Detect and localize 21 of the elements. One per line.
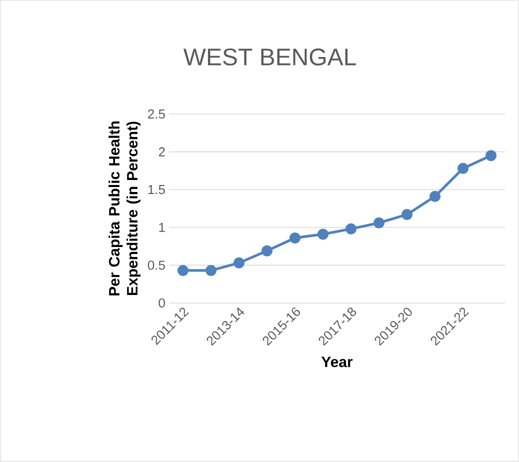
point [234, 257, 244, 268]
point [402, 209, 412, 220]
point [318, 228, 328, 240]
y-tick-label: 0 [158, 298, 165, 308]
y-tick-label: 2.5 [148, 109, 165, 119]
point [346, 223, 356, 234]
y-tick-label: 1 [159, 222, 165, 232]
point [178, 264, 189, 276]
point [290, 232, 301, 244]
y-axis-title: Per Capita Public Health Expenditure (in Percent) [108, 122, 141, 296]
chart-title: WEST BENGAL [183, 48, 356, 66]
y-tick-label: 0.5 [148, 260, 165, 270]
y-tick-label: 2 [158, 147, 165, 156]
point [262, 245, 272, 256]
point [206, 264, 217, 276]
point [486, 150, 496, 162]
y-tick-label: 1.5 [148, 185, 165, 194]
x-axis-title: Year [321, 356, 353, 368]
point [430, 190, 440, 202]
point [458, 162, 468, 174]
point [374, 217, 384, 228]
